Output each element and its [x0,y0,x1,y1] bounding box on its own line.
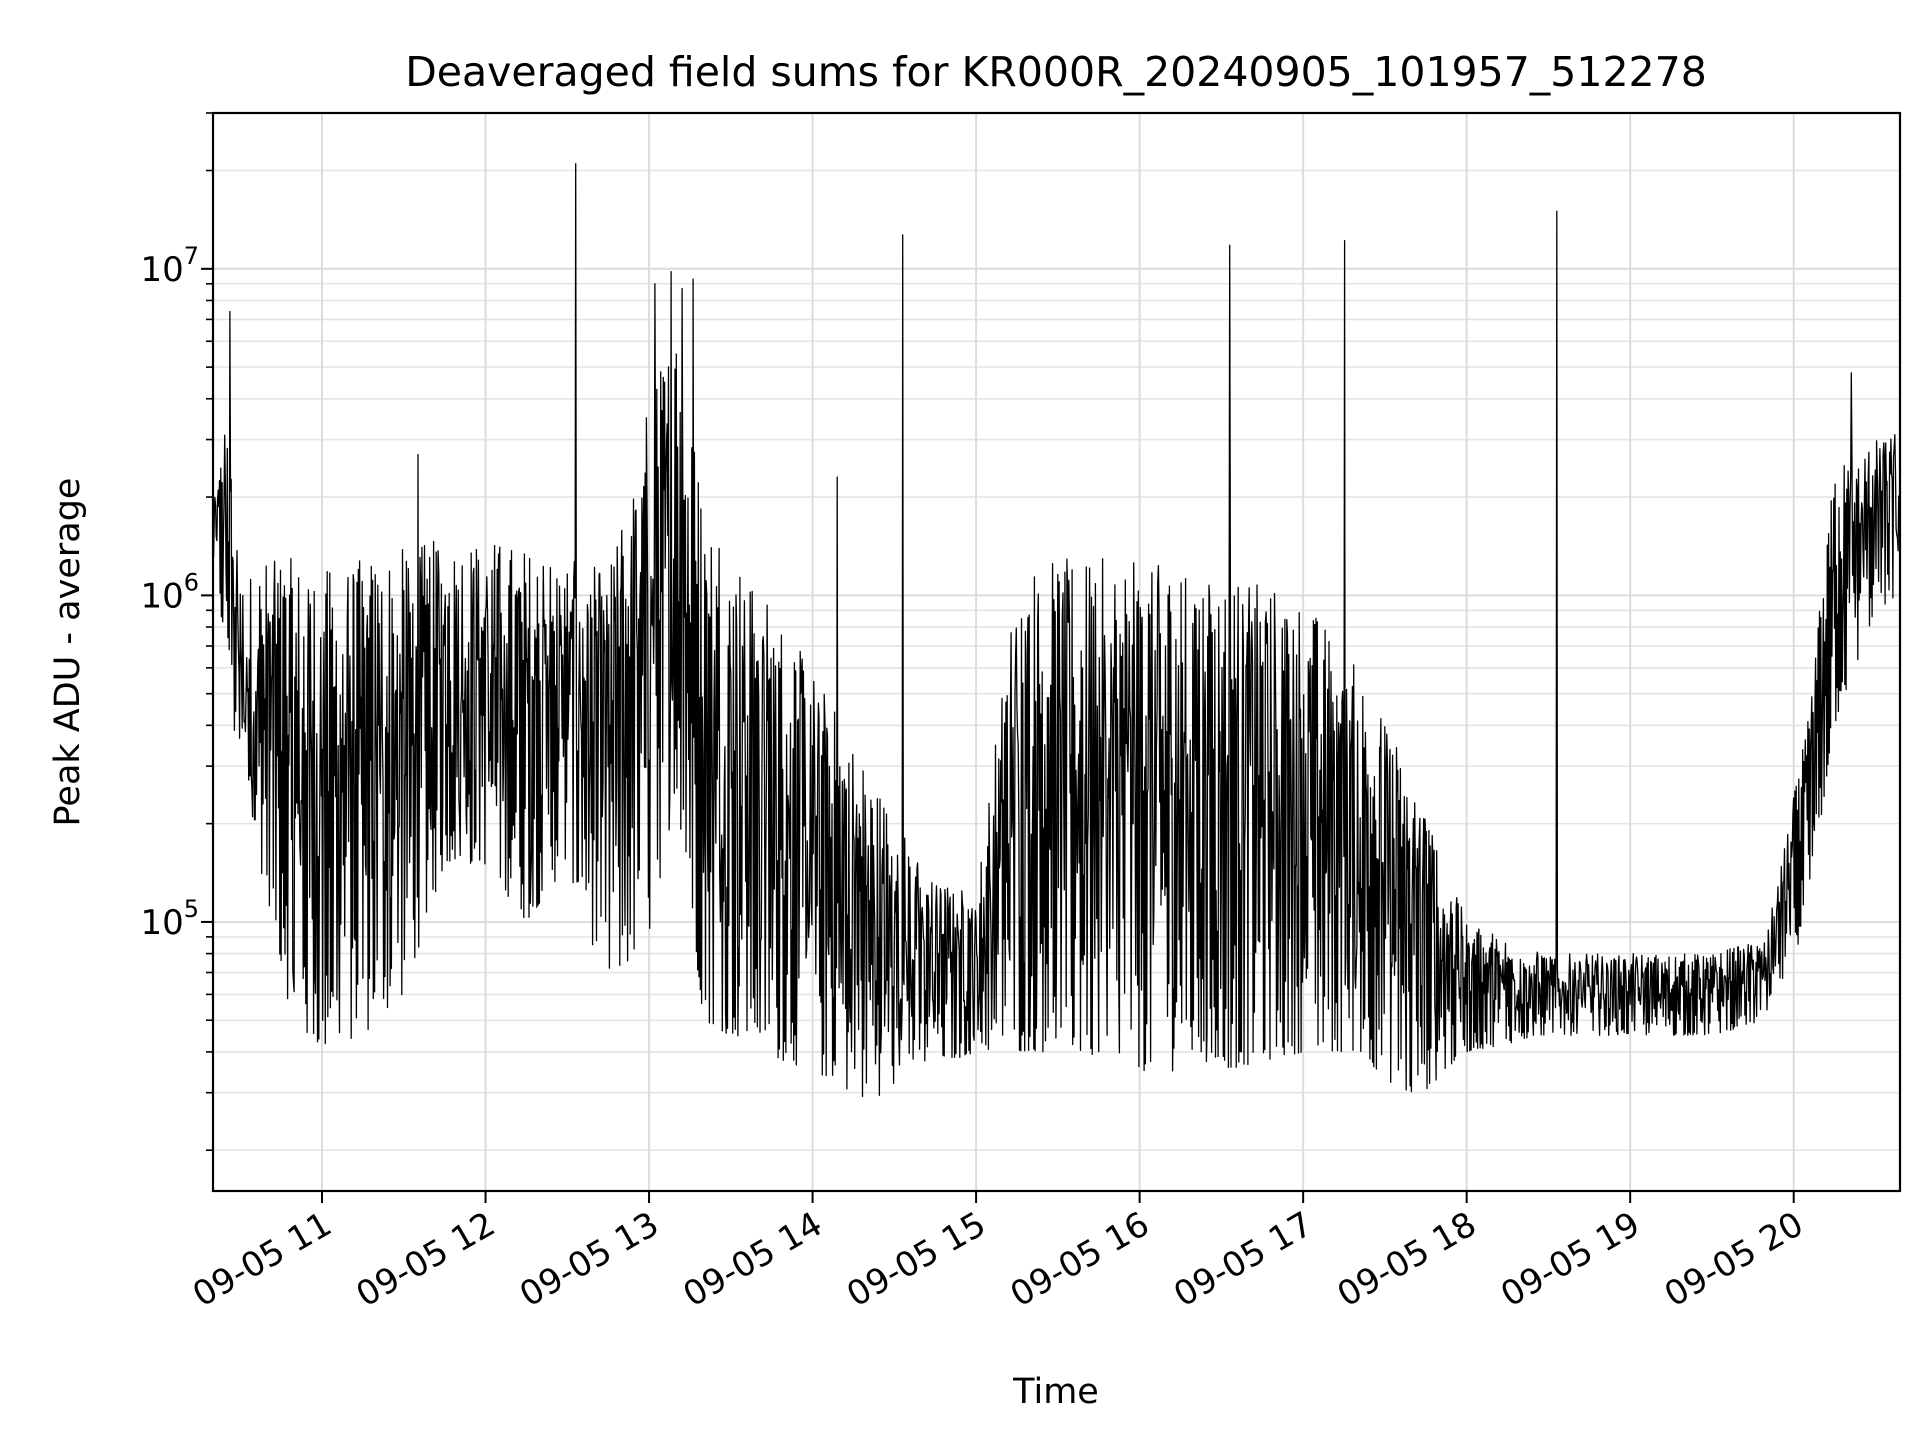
y-tick-label: 107 [140,242,199,290]
y-axis-label: Peak ADU - average [48,478,88,827]
series-trace [212,162,1901,1098]
series-line [212,162,1901,1098]
y-tick-label: 105 [140,895,199,943]
plot-frame [211,111,1902,1193]
y-tick-base: 10 [140,250,183,290]
y-tick-label: 106 [140,568,199,616]
y-tick-exponent: 7 [184,242,199,270]
y-tick-base: 10 [140,576,183,616]
y-tick-exponent: 6 [184,568,199,596]
y-tick-base: 10 [140,903,183,943]
y-tick-exponent: 5 [184,895,199,923]
x-axis-label: Time [1012,1372,1099,1412]
chart-title: Deaveraged field sums for KR000R_2024090… [405,48,1707,96]
